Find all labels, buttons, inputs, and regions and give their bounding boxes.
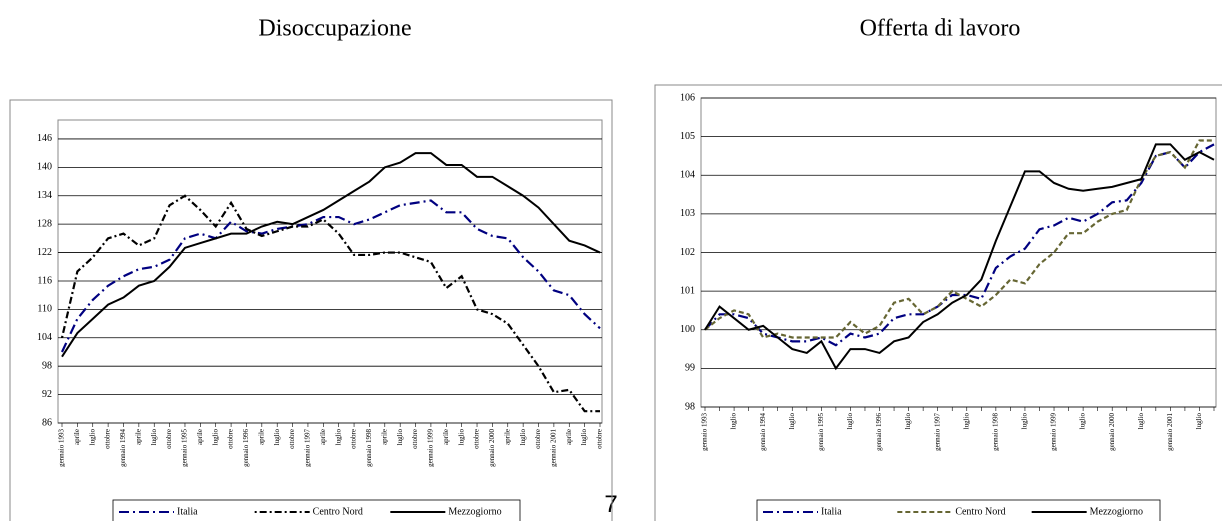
y-tick-label: 104 [680, 170, 695, 181]
y-tick-label: 104 [37, 332, 52, 343]
x-tick-label: aprile [134, 429, 142, 445]
legend-frame [756, 499, 1161, 525]
y-tick-label: 140 [37, 162, 52, 173]
x-tick-label: gennaio 1994 [759, 413, 767, 451]
x-tick-label: gennaio 1997 [304, 429, 312, 467]
x-tick-label: luglio [846, 413, 854, 430]
x-tick-label: aprile [196, 429, 204, 445]
x-tick-label: ottobre [104, 429, 112, 449]
series-line [60, 194, 600, 413]
chart-title: Offerta di lavoro [860, 16, 1021, 42]
x-tick-label: luglio [150, 429, 158, 446]
legend-label: Mezzogiorno [1090, 506, 1143, 517]
x-tick-label: aprile [257, 429, 265, 445]
y-tick-label: 128 [37, 218, 52, 229]
x-tick-label: gennaio 1999 [427, 429, 435, 467]
x-tick-label: gennaio 2000 [488, 429, 496, 467]
legend-label: Italia [821, 506, 842, 517]
series-line [61, 199, 601, 353]
legend-label: Mezzogiorno [448, 506, 501, 517]
x-tick-label: luglio [962, 413, 970, 430]
y-tick-label: 103 [680, 208, 695, 219]
x-tick-label: aprile [319, 429, 327, 445]
x-tick-label: luglio [457, 429, 465, 446]
x-tick-label: luglio [396, 429, 404, 446]
x-tick-label: gennaio 1996 [875, 413, 883, 451]
x-tick-label: aprile [503, 429, 511, 445]
x-tick-label: luglio [788, 413, 796, 430]
x-tick-label: gennaio 1995 [181, 429, 189, 467]
x-tick-label: aprile [380, 429, 388, 445]
y-tick-label: 110 [37, 304, 52, 315]
legend-label: Centro Nord [313, 506, 363, 517]
x-tick-label: ottobre [596, 429, 604, 449]
legend-label: Italia [177, 506, 198, 517]
x-tick-label: luglio [1079, 413, 1087, 430]
x-tick-label: luglio [519, 429, 527, 446]
x-tick-label: luglio [273, 429, 281, 446]
chart-frame [654, 84, 1222, 526]
x-tick-label: ottobre [350, 429, 358, 449]
x-tick-label: gennaio 2001 [549, 429, 557, 467]
x-tick-label: luglio [334, 429, 342, 446]
x-tick-label: ottobre [165, 429, 173, 449]
legend-label: Centro Nord [955, 506, 1005, 517]
y-tick-label: 100 [680, 324, 695, 335]
series-line [704, 139, 1214, 339]
y-tick-label: 98 [42, 360, 52, 371]
x-tick-label: gennaio 1993 [701, 413, 709, 451]
x-tick-label: luglio [730, 413, 738, 430]
x-tick-label: ottobre [473, 429, 481, 449]
x-tick-label: ottobre [411, 429, 419, 449]
x-tick-label: gennaio 1994 [119, 429, 127, 467]
series-line [61, 152, 601, 358]
x-tick-label: gennaio 1997 [933, 413, 941, 451]
y-tick-label: 102 [680, 247, 695, 258]
series-line [704, 143, 1215, 371]
x-tick-label: aprile [565, 429, 573, 445]
x-tick-label: ottobre [227, 429, 235, 449]
x-tick-label: aprile [73, 429, 81, 445]
x-tick-label: gennaio 1995 [817, 413, 825, 451]
x-tick-label: gennaio 2000 [1108, 413, 1116, 451]
x-tick-label: gennaio 1998 [365, 429, 373, 467]
y-tick-label: 122 [37, 247, 52, 258]
y-tick-label: 98 [685, 401, 695, 412]
chart-title: Disoccupazione [258, 16, 411, 42]
y-tick-label: 116 [37, 275, 52, 286]
y-tick-label: 92 [42, 389, 52, 400]
x-tick-label: gennaio 2001 [1166, 413, 1174, 451]
x-tick-label: gennaio 1993 [58, 429, 66, 467]
y-tick-label: 106 [680, 92, 695, 103]
x-tick-label: gennaio 1996 [242, 429, 250, 467]
plot-area [57, 119, 603, 424]
y-tick-label: 105 [680, 131, 695, 142]
series-line [704, 143, 1215, 347]
x-tick-label: luglio [1195, 413, 1203, 430]
x-tick-label: luglio [88, 429, 96, 446]
x-tick-label: luglio [1021, 413, 1029, 430]
page-number: 7 [604, 491, 617, 518]
y-tick-label: 86 [42, 417, 52, 428]
y-tick-label: 146 [37, 133, 52, 144]
y-tick-label: 99 [685, 363, 695, 374]
x-tick-label: aprile [442, 429, 450, 445]
chart-frame [9, 99, 613, 526]
x-tick-label: luglio [580, 429, 588, 446]
x-tick-label: gennaio 1998 [991, 413, 999, 451]
x-tick-label: gennaio 1999 [1050, 413, 1058, 451]
y-tick-label: 134 [37, 190, 52, 201]
x-tick-label: luglio [211, 429, 219, 446]
x-tick-label: luglio [904, 413, 912, 430]
y-tick-label: 101 [680, 285, 695, 296]
x-tick-label: ottobre [534, 429, 542, 449]
x-tick-label: ottobre [288, 429, 296, 449]
x-tick-label: luglio [1137, 413, 1145, 430]
